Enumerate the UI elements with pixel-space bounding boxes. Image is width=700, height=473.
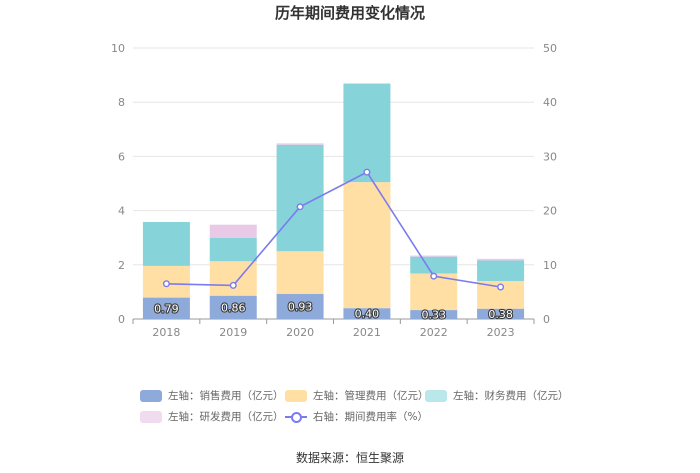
data-source: 数据来源：恒生聚源 (295, 451, 404, 465)
legend-swatch-admin (285, 389, 307, 402)
x-tick-label: 2021 (353, 326, 381, 339)
bar-sales (209, 295, 257, 319)
x-tick-label: 2019 (219, 326, 247, 339)
x-axis: 2018 2019 2020 2021 2022 2023 (132, 318, 535, 339)
left-tick-label: 10 (111, 42, 125, 55)
right-tick-label: 50 (543, 42, 557, 55)
rate-point (296, 203, 304, 211)
bar-sales (142, 297, 190, 319)
bar-sales (477, 308, 525, 319)
bar-finance (142, 221, 190, 266)
left-tick-label: 6 (118, 150, 125, 163)
bar-finance (209, 237, 257, 262)
bar-value-label: 0.86 (221, 301, 246, 314)
x-tick-label: 2022 (420, 326, 448, 339)
right-tick-label: 0 (543, 313, 550, 326)
bar-sales (410, 310, 458, 319)
x-tick-label: 2020 (286, 326, 314, 339)
left-tick-label: 8 (118, 96, 125, 109)
right-tick-label: 30 (543, 150, 557, 163)
bar-sales (343, 308, 391, 319)
rate-point (497, 283, 505, 291)
left-tick-label: 2 (118, 259, 125, 272)
legend-swatch-rate (285, 411, 307, 423)
x-tick-label: 2023 (487, 326, 515, 339)
bar-value-label: 0.33 (422, 309, 447, 322)
bar-rnd (209, 224, 257, 238)
legend-swatch-sales (140, 389, 162, 402)
bar-value-label: 0.93 (288, 300, 313, 313)
rate-point (430, 272, 438, 280)
bar-rnd (477, 258, 525, 261)
rate-line (162, 168, 505, 291)
bar-finance (410, 256, 458, 274)
legend-item-rate[interactable]: 右轴：期间费用率（%） (285, 409, 428, 424)
rate-point (363, 168, 371, 176)
bar-value-label: 0.79 (154, 302, 179, 315)
right-tick-label: 10 (543, 259, 557, 272)
gridlines (133, 47, 534, 266)
x-tick-label: 2018 (152, 326, 180, 339)
right-axis: 0 10 20 30 40 50 (543, 42, 557, 326)
rate-point (229, 281, 237, 289)
bar-value-label: 0.40 (355, 308, 380, 321)
bar-finance (477, 260, 525, 282)
right-tick-label: 40 (543, 96, 557, 109)
bar-rnd (343, 83, 391, 84)
legend-swatch-finance (425, 389, 447, 402)
bar-value-label: 0.38 (488, 308, 513, 321)
left-axis: 0 2 4 6 8 10 (111, 42, 125, 326)
legend-item-sales[interactable]: 左轴：销售费用（亿元） (140, 388, 284, 403)
legend-item-rnd[interactable]: 左轴：研发费用（亿元） (140, 409, 284, 424)
bar-rnd (276, 143, 324, 145)
bar-rnd (410, 255, 458, 257)
legend-label-finance: 左轴：财务费用（亿元） (453, 390, 569, 402)
bar-admin (276, 251, 324, 294)
legend-label-sales: 左轴：销售费用（亿元） (168, 390, 284, 402)
left-tick-label: 0 (118, 313, 125, 326)
legend-item-finance[interactable]: 左轴：财务费用（亿元） (425, 388, 569, 403)
left-tick-label: 4 (118, 205, 125, 218)
bar-finance (343, 83, 391, 183)
right-tick-label: 20 (543, 205, 557, 218)
rate-line-path (166, 171, 501, 288)
bar-labels: 0.79 0.86 0.93 0.40 0.33 0.38 (153, 299, 514, 322)
legend-item-admin[interactable]: 左轴：管理费用（亿元） (285, 388, 429, 403)
legend-swatch-rnd (140, 410, 162, 423)
bar-sales (276, 293, 324, 319)
rate-point (162, 280, 170, 288)
bars (142, 83, 525, 319)
legend-label-rnd: 左轴：研发费用（亿元） (168, 411, 284, 423)
bar-admin (343, 182, 391, 309)
legend-label-admin: 左轴：管理费用（亿元） (313, 390, 429, 402)
legend-label-rate: 右轴：期间费用率（%） (313, 411, 428, 423)
chart-title: 历年期间费用变化情况 (274, 4, 425, 22)
